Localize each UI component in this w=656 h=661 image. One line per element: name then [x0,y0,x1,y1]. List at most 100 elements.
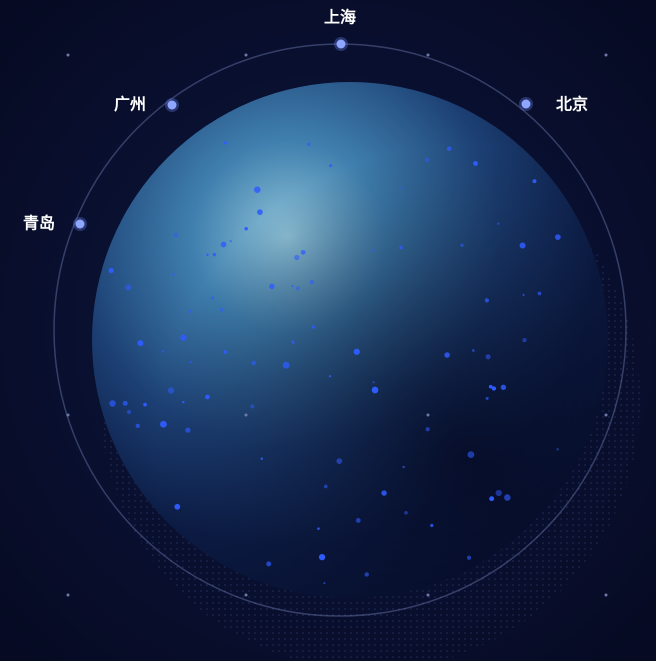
light-dot [336,458,343,465]
light-dot [109,400,116,407]
grid-dot [66,53,70,57]
grid-dot [426,413,430,417]
light-dot [219,307,224,312]
light-dot [467,451,475,459]
light-dot [317,527,320,530]
light-dot [266,561,272,567]
light-dot [307,142,311,147]
light-dot [135,423,140,428]
light-dot [122,400,128,406]
light-dot [250,404,255,409]
light-dot [160,420,167,428]
light-dot [125,284,132,291]
light-dot [522,293,525,296]
light-dot [318,553,326,561]
city-label: 北京 [556,95,588,114]
light-dot [180,334,187,341]
light-dot [223,141,228,145]
light-dot [484,298,489,303]
light-dot [172,273,175,276]
city-dot [75,219,85,229]
grid-dot [244,53,248,57]
light-dot [185,427,191,433]
light-dot [294,254,300,261]
light-dot [353,348,360,355]
light-dot [211,296,214,300]
light-dot [137,340,144,347]
light-dot [143,402,147,407]
light-dot [532,179,537,184]
light-dot [161,349,165,353]
light-dot [473,160,478,166]
city-label: 青岛 [23,214,55,233]
grid-dot [426,53,430,57]
light-dot [108,267,114,274]
light-dot [364,572,369,577]
light-dot [269,283,275,290]
city-dot [167,100,177,110]
light-dot [556,448,559,451]
light-dot [323,582,326,585]
light-dot [229,239,232,243]
grid-dot [244,413,248,417]
light-dot [291,340,295,344]
light-dot [223,349,228,354]
light-dot [206,253,209,257]
grid-dot [604,593,608,597]
light-dot [188,310,192,313]
light-dot [446,146,452,151]
light-dot [485,354,491,360]
light-dot [372,380,375,384]
light-dot [251,360,256,366]
light-dot [488,384,493,389]
light-dot [167,387,175,394]
light-dot [295,286,300,291]
light-dot [489,496,495,502]
city-label: 上海 [324,8,356,27]
city-label: 广州 [114,95,146,114]
light-dot [400,186,404,190]
light-dot [485,396,489,401]
light-dot [495,489,502,497]
light-dot [371,249,375,252]
decoration [66,53,608,597]
light-dot [282,361,290,369]
light-dot [466,555,472,560]
grid-dot [244,593,248,597]
globe-shadow [92,82,608,598]
light-dot [399,245,403,250]
light-dot [174,503,181,510]
light-dot [404,510,408,515]
light-dot [257,209,263,216]
light-dot [254,186,261,194]
light-dot [205,394,210,400]
light-dot [425,427,430,432]
light-dot [472,349,475,352]
grid-dot [66,413,70,417]
light-dot [220,241,227,248]
light-dot [504,494,511,501]
light-dot [444,352,450,358]
light-dot [424,157,430,163]
light-dot [355,517,361,523]
light-dot [491,386,497,391]
city-dot [521,99,531,109]
light-dot [126,409,132,415]
light-dot [537,291,542,296]
light-dot [497,222,500,225]
light-dot [173,232,179,238]
light-dot [328,375,332,378]
grid-dot [66,593,70,597]
light-dot [323,484,328,489]
city-dot [336,39,346,49]
light-dot [522,338,527,343]
light-dot [430,523,434,528]
light-dot [309,279,315,285]
light-dot [212,252,217,257]
light-dot [329,164,333,168]
light-dot [244,226,248,231]
light-dot [554,234,561,241]
